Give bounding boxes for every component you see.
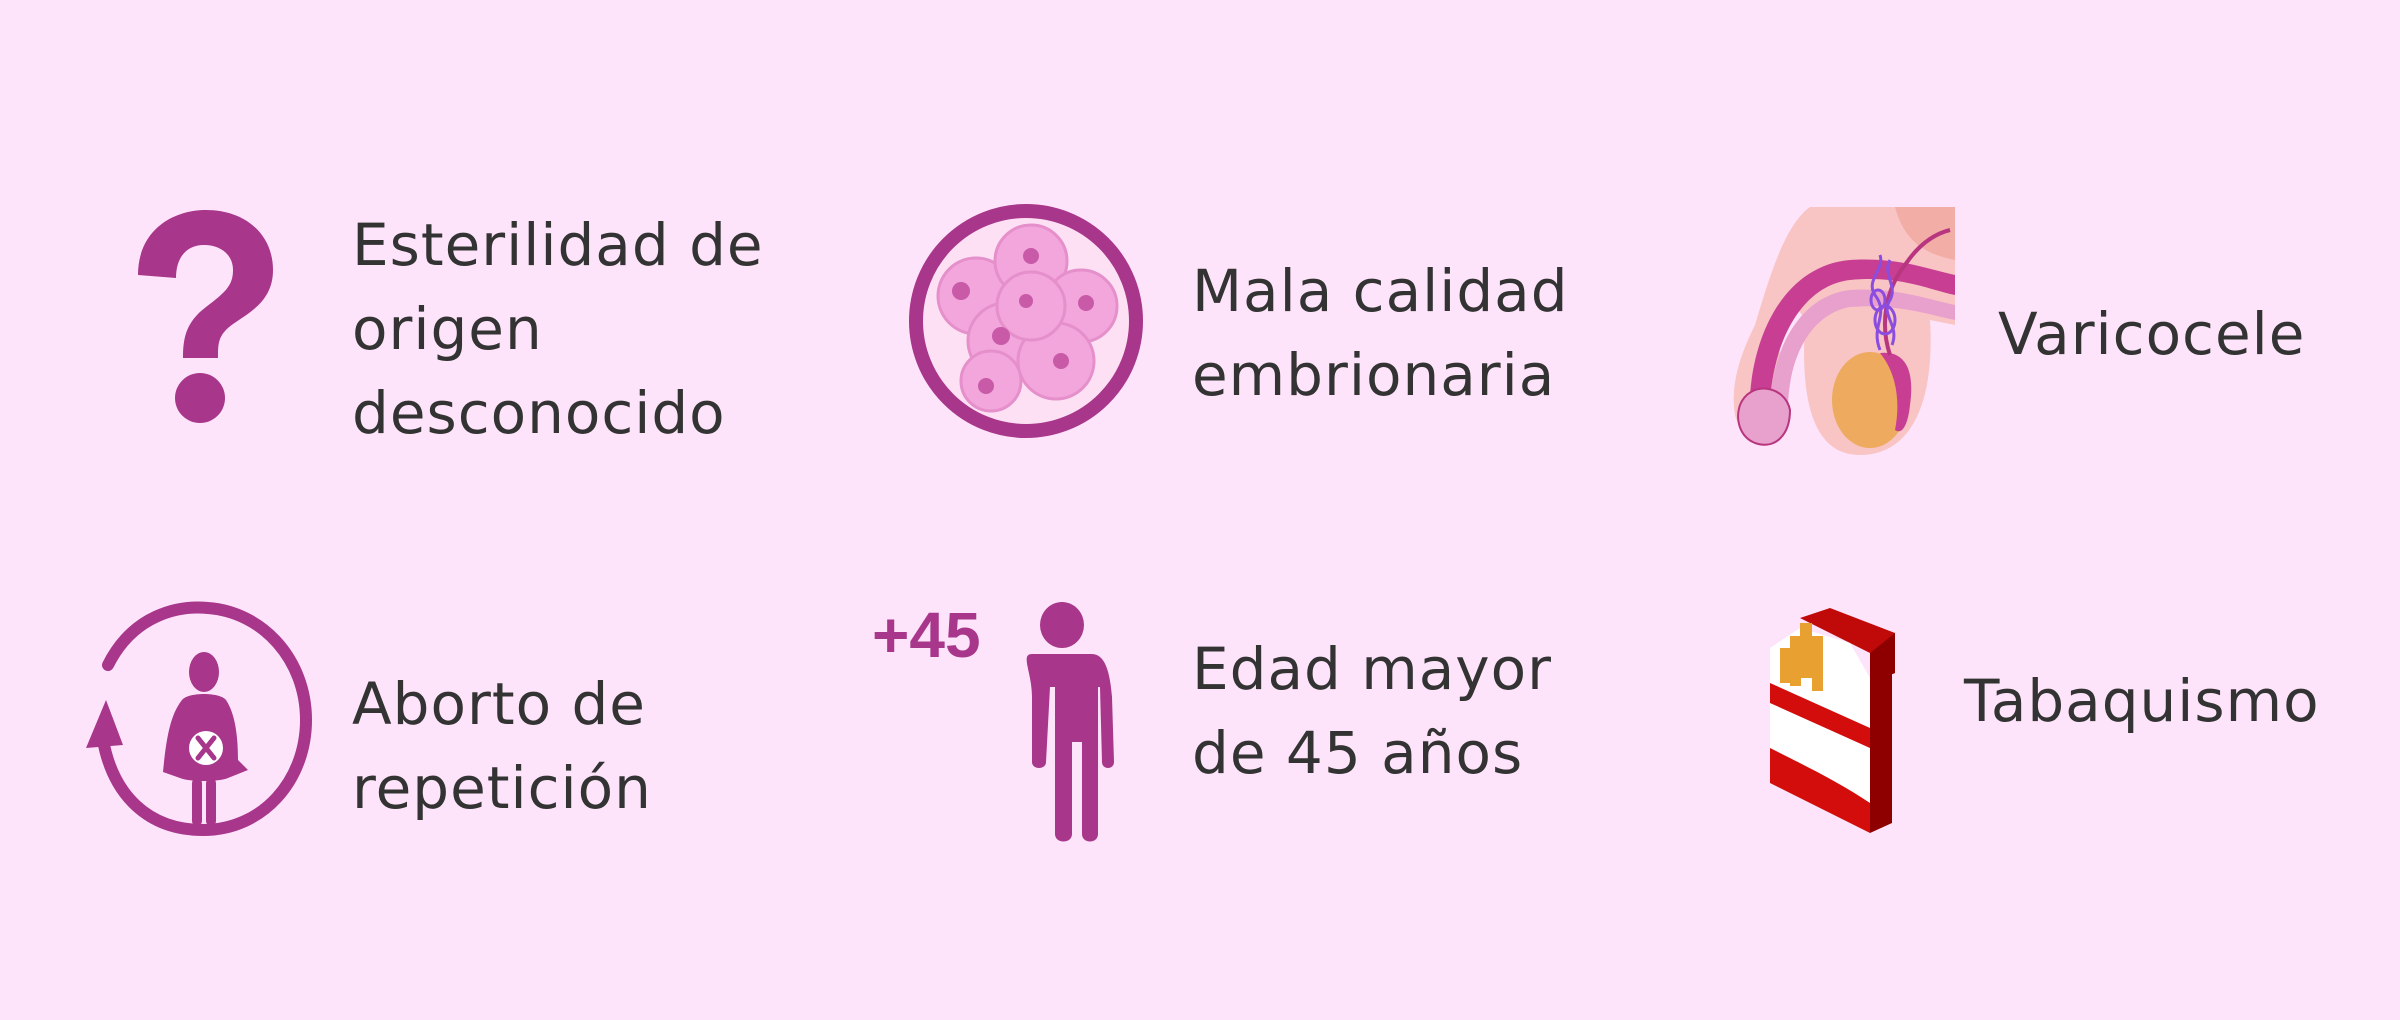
item-label-varicocele: Varicocele bbox=[1998, 300, 2306, 368]
item-label-age-over-45: Edad mayor de 45 años bbox=[1192, 635, 1552, 787]
embryo-icon bbox=[909, 204, 1143, 438]
item-label-smoking: Tabaquismo bbox=[1964, 667, 2320, 735]
item-label-unexplained-infertility: Esterilidad de origen desconocido bbox=[352, 211, 764, 447]
age-badge: +45 bbox=[872, 599, 981, 671]
repeat-miscarriage-icon bbox=[86, 601, 313, 837]
question-mark-icon bbox=[138, 210, 273, 423]
item-label-recurrent-miscarriage: Aborto de repetición bbox=[352, 670, 652, 822]
person-age-icon bbox=[1026, 602, 1114, 842]
cigarette-pack-icon bbox=[1770, 608, 1895, 833]
item-label-poor-embryo-quality: Mala calidad embrionaria bbox=[1192, 257, 1569, 409]
varicocele-anatomy-icon bbox=[1733, 207, 1955, 455]
